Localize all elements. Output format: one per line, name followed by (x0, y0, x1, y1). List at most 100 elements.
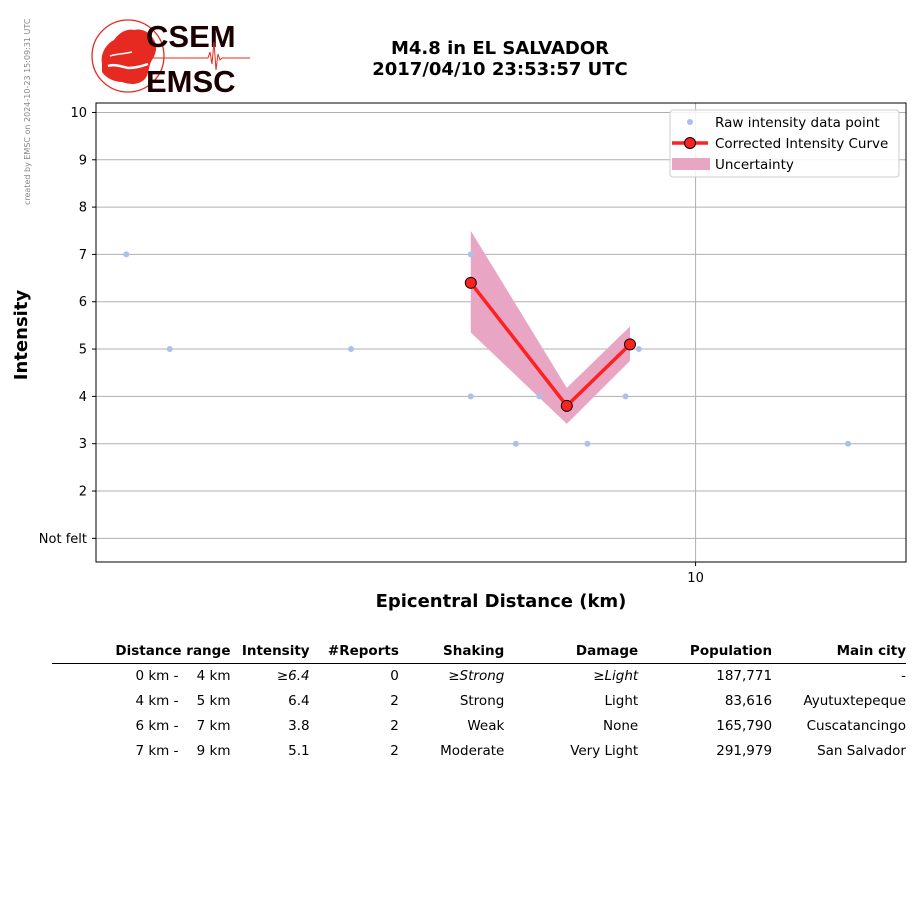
intensity-table: Distance range Intensity #Reports Shakin… (52, 641, 906, 764)
raw-data-point (845, 440, 852, 447)
cell-damage: ≥Light (593, 668, 639, 684)
legend-curve-label: Corrected Intensity Curve (715, 136, 888, 152)
raw-points-layer (123, 251, 852, 447)
y-tick-label: 2 (79, 485, 87, 500)
cell-range-from: 0 km - (135, 668, 179, 684)
table-header-row: Distance range Intensity #Reports Shakin… (52, 641, 906, 664)
legend-raw-label: Raw intensity data point (715, 115, 880, 131)
cell-reports: 2 (390, 718, 399, 734)
uncertainty-band (470, 230, 631, 424)
raw-data-point (348, 346, 355, 353)
raw-data-point (467, 251, 474, 258)
cell-range-from: 4 km - (135, 693, 179, 709)
cell-damage: Light (604, 693, 639, 709)
cell-range-from: 7 km - (135, 743, 179, 759)
cell-damage: None (602, 718, 639, 734)
th-distance-range: Distance range (115, 643, 231, 659)
cell-range-to: 5 km (196, 693, 231, 709)
raw-data-point (512, 440, 519, 447)
cell-reports: 2 (390, 743, 399, 759)
y-tick-label: 5 (79, 343, 87, 358)
tick-labels-layer: Not felt 2 3 4 5 6 7 8 9 10 10 (39, 106, 704, 586)
raw-data-point (622, 393, 629, 400)
cell-population: 187,771 (716, 668, 773, 684)
cell-reports: 0 (390, 668, 399, 684)
raw-data-point (467, 393, 474, 400)
corrected-curve-point (560, 399, 573, 412)
cell-main-city: Ayutuxtepeque (803, 693, 906, 709)
x-tick-label: 10 (687, 571, 704, 586)
cell-distance-range: 4 km - 5 km (52, 689, 231, 714)
raw-data-point (584, 440, 591, 447)
cell-range-to: 9 km (196, 743, 231, 759)
th-shaking: Shaking (443, 643, 505, 659)
csem-emsc-logo: CSEM EMSC (91, 19, 250, 98)
cell-damage: Very Light (570, 743, 639, 759)
corrected-curve-layer (464, 276, 637, 412)
cell-intensity: 5.1 (288, 743, 310, 759)
y-tick-label: 4 (79, 390, 87, 405)
corrected-curve-point (624, 338, 637, 351)
th-reports: #Reports (327, 643, 399, 659)
cell-shaking: Strong (459, 693, 505, 709)
th-damage: Damage (575, 643, 639, 659)
logo-csem-text: CSEM (146, 19, 236, 54)
y-tick-label: 3 (79, 437, 87, 452)
europe-map-shape (101, 29, 157, 84)
cell-population: 165,790 (716, 718, 773, 734)
cell-range-to: 7 km (196, 718, 231, 734)
raw-data-point (123, 251, 130, 258)
title-line2: 2017/04/10 23:53:57 UTC (372, 59, 628, 80)
y-axis-label: Intensity (11, 290, 32, 381)
plot-frame (95, 102, 907, 563)
table-row: 7 km - 9 km 5.1 2 Moderate Very Light 291… (52, 739, 906, 764)
seismogram-line (146, 41, 250, 71)
cell-main-city: - (901, 668, 906, 684)
cell-main-city: Cuscatancingo (806, 718, 906, 734)
y-tick-label: 7 (79, 248, 87, 263)
cell-distance-range: 7 km - 9 km (52, 739, 231, 764)
y-tick-label: 10 (70, 106, 87, 121)
raw-data-point (166, 346, 173, 353)
y-tick-label: Not felt (39, 532, 87, 547)
th-population: Population (689, 643, 773, 659)
uncertainty-band-layer (470, 230, 631, 424)
x-axis-label: Epicentral Distance (km) (376, 591, 627, 612)
legend-raw-marker (687, 119, 693, 125)
cell-distance-range: 0 km - 4 km (52, 664, 231, 690)
legend-box (669, 109, 900, 178)
y-tick-label: 6 (79, 295, 87, 310)
y-tick-label: 8 (79, 201, 87, 216)
raw-data-point (635, 346, 642, 353)
cell-main-city: San Salvador (817, 743, 906, 759)
legend-band-label: Uncertainty (715, 157, 794, 173)
table-row: 6 km - 7 km 3.8 2 Weak None 165,790 Cusca… (52, 714, 906, 739)
th-main-city: Main city (836, 643, 906, 659)
cell-reports: 2 (390, 693, 399, 709)
corrected-curve-point (464, 276, 477, 289)
th-intensity: Intensity (241, 643, 310, 659)
cell-shaking: Weak (467, 718, 505, 734)
title-line1: M4.8 in EL SALVADOR (391, 38, 609, 59)
intensity-chart: Not felt 2 3 4 5 6 7 8 9 10 10 Epicentral Distance… (11, 102, 907, 612)
legend-curve-marker (684, 137, 696, 149)
y-tick-label: 9 (79, 153, 87, 168)
cell-population: 83,616 (724, 693, 773, 709)
logo-emsc-text: EMSC (146, 64, 236, 98)
cell-intensity: ≥6.4 (276, 668, 310, 684)
legend-band-swatch (672, 158, 710, 170)
cell-shaking: ≥Strong (448, 668, 505, 684)
legend: Raw intensity data point Corrected Inten… (669, 109, 900, 178)
raw-data-point (536, 393, 543, 400)
cell-intensity: 6.4 (288, 693, 310, 709)
table-row: 0 km - 4 km ≥6.4 0 ≥Strong ≥Light 187,771… (52, 664, 906, 690)
cell-shaking: Moderate (440, 743, 505, 759)
cell-range-to: 4 km (196, 668, 231, 684)
table-row: 4 km - 5 km 6.4 2 Strong Light 83,616 Ayu… (52, 689, 906, 714)
cell-distance-range: 6 km - 7 km (52, 714, 231, 739)
cell-population: 291,979 (716, 743, 773, 759)
chart-title: M4.8 in EL SALVADOR 2017/04/10 23:53:57 … (300, 38, 700, 80)
cell-range-from: 6 km - (135, 718, 179, 734)
grid-lines (96, 103, 906, 562)
cell-intensity: 3.8 (288, 718, 310, 734)
